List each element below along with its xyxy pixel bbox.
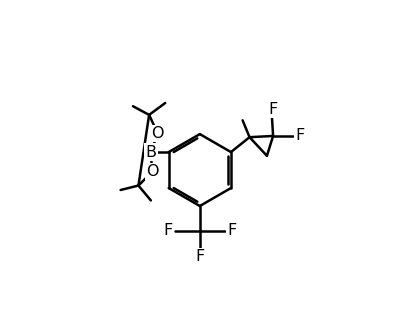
Text: F: F — [268, 102, 277, 117]
Text: O: O — [146, 165, 158, 179]
Text: F: F — [195, 249, 204, 264]
Text: B: B — [145, 145, 156, 160]
Text: F: F — [294, 128, 304, 144]
Text: F: F — [163, 223, 172, 238]
Text: O: O — [151, 126, 164, 141]
Text: F: F — [227, 223, 236, 238]
